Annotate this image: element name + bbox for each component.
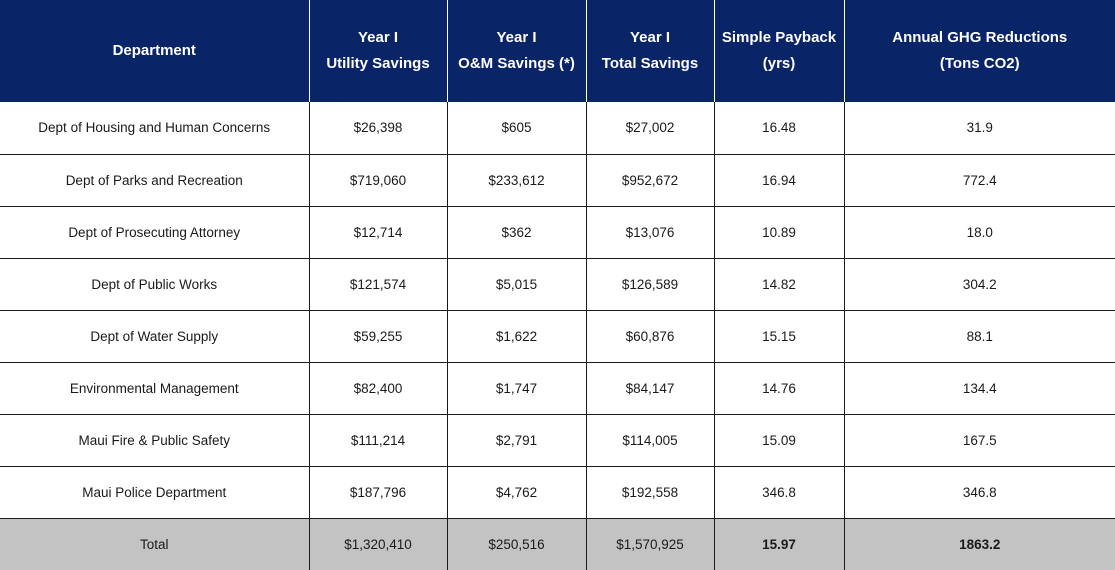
header-utility-savings: Year I Utility Savings xyxy=(308,0,447,102)
table-body: Dept of Housing and Human Concerns $26,3… xyxy=(0,102,1115,570)
cell-om-savings: $5,015 xyxy=(446,258,586,311)
cell-utility-savings: $187,796 xyxy=(308,466,447,519)
header-line: Total Savings xyxy=(601,55,699,72)
cell-department: Maui Fire & Public Safety xyxy=(0,414,309,467)
cell-simple-payback: 16.48 xyxy=(713,102,844,155)
cell-om-savings: $362 xyxy=(446,206,586,259)
cell-om-savings: $1,622 xyxy=(446,310,586,363)
header-line: Year I xyxy=(496,29,537,46)
header-line: Simple Payback xyxy=(721,29,837,46)
cell-utility-savings: $111,214 xyxy=(308,414,447,467)
cell-total-savings: $114,005 xyxy=(585,414,714,467)
cell-simple-payback: 10.89 xyxy=(713,206,844,259)
cell-simple-payback: 14.76 xyxy=(713,362,844,415)
table-row: Maui Police Department $187,796 $4,762 $… xyxy=(0,466,1115,519)
total-label: Total xyxy=(0,518,309,570)
header-line: (Tons CO2) xyxy=(939,55,1020,72)
header-line: Year I xyxy=(629,29,671,46)
cell-simple-payback: 14.82 xyxy=(713,258,844,311)
cell-total-savings: $192,558 xyxy=(585,466,714,519)
header-department: Department xyxy=(0,0,309,102)
cell-utility-savings: $26,398 xyxy=(308,102,447,155)
cell-ghg-reductions: 18.0 xyxy=(843,206,1115,259)
cell-utility-savings: $121,574 xyxy=(308,258,447,311)
header-line: Year I xyxy=(357,29,399,46)
header-simple-payback: Simple Payback (yrs) xyxy=(713,0,844,102)
cell-department: Maui Police Department xyxy=(0,466,309,519)
cell-om-savings: $1,747 xyxy=(446,362,586,415)
cell-om-savings: $4,762 xyxy=(446,466,586,519)
cell-total-savings: $27,002 xyxy=(585,102,714,155)
header-line: Department xyxy=(112,42,196,59)
cell-department: Dept of Prosecuting Attorney xyxy=(0,206,309,259)
cell-ghg-reductions: 134.4 xyxy=(843,362,1115,415)
cell-department: Dept of Parks and Recreation xyxy=(0,154,309,207)
header-total-savings: Year I Total Savings xyxy=(585,0,714,102)
total-simple-payback: 15.97 xyxy=(713,518,844,570)
cell-ghg-reductions: 167.5 xyxy=(843,414,1115,467)
table-row: Dept of Public Works $121,574 $5,015 $12… xyxy=(0,258,1115,311)
table-row: Dept of Housing and Human Concerns $26,3… xyxy=(0,102,1115,155)
table-row: Dept of Prosecuting Attorney $12,714 $36… xyxy=(0,206,1115,259)
header-row: Department Year I Utility Savings Year I… xyxy=(0,0,1115,102)
cell-om-savings: $2,791 xyxy=(446,414,586,467)
cell-total-savings: $60,876 xyxy=(585,310,714,363)
total-savings: $1,570,925 xyxy=(585,518,714,570)
cell-utility-savings: $82,400 xyxy=(308,362,447,415)
cell-department: Dept of Water Supply xyxy=(0,310,309,363)
cell-department: Dept of Public Works xyxy=(0,258,309,311)
header-line: Utility Savings xyxy=(326,55,430,72)
cell-utility-savings: $12,714 xyxy=(308,206,447,259)
cell-simple-payback: 346.8 xyxy=(713,466,844,519)
cell-utility-savings: $59,255 xyxy=(308,310,447,363)
cell-ghg-reductions: 772.4 xyxy=(843,154,1115,207)
cell-department: Environmental Management xyxy=(0,362,309,415)
cell-ghg-reductions: 304.2 xyxy=(843,258,1115,311)
cell-utility-savings: $719,060 xyxy=(308,154,447,207)
table-row: Environmental Management $82,400 $1,747 … xyxy=(0,362,1115,415)
cell-total-savings: $952,672 xyxy=(585,154,714,207)
cell-department: Dept of Housing and Human Concerns xyxy=(0,102,309,155)
cell-ghg-reductions: 31.9 xyxy=(843,102,1115,155)
table-row: Dept of Parks and Recreation $719,060 $2… xyxy=(0,154,1115,207)
header-line: (yrs) xyxy=(762,55,796,72)
total-ghg-reductions: 1863.2 xyxy=(843,518,1115,570)
cell-simple-payback: 15.15 xyxy=(713,310,844,363)
table-row: Maui Fire & Public Safety $111,214 $2,79… xyxy=(0,414,1115,467)
total-utility-savings: $1,320,410 xyxy=(308,518,447,570)
cell-om-savings: $233,612 xyxy=(446,154,586,207)
cell-simple-payback: 15.09 xyxy=(713,414,844,467)
header-line: O&M Savings (*) xyxy=(458,55,575,72)
cell-simple-payback: 16.94 xyxy=(713,154,844,207)
cell-total-savings: $84,147 xyxy=(585,362,714,415)
cell-ghg-reductions: 346.8 xyxy=(843,466,1115,519)
cell-om-savings: $605 xyxy=(446,102,586,155)
table-header: Department Year I Utility Savings Year I… xyxy=(0,0,1115,102)
cell-total-savings: $13,076 xyxy=(585,206,714,259)
header-om-savings: Year I O&M Savings (*) xyxy=(446,0,586,102)
cell-ghg-reductions: 88.1 xyxy=(843,310,1115,363)
cell-total-savings: $126,589 xyxy=(585,258,714,311)
header-line: Annual GHG Reductions xyxy=(892,29,1068,46)
total-om-savings: $250,516 xyxy=(446,518,586,570)
table-row: Dept of Water Supply $59,255 $1,622 $60,… xyxy=(0,310,1115,363)
header-ghg-reductions: Annual GHG Reductions (Tons CO2) xyxy=(843,0,1115,102)
total-row: Total $1,320,410 $250,516 $1,570,925 15.… xyxy=(0,518,1115,570)
